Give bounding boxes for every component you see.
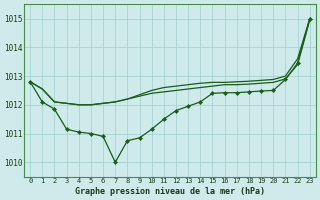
X-axis label: Graphe pression niveau de la mer (hPa): Graphe pression niveau de la mer (hPa) — [75, 187, 265, 196]
